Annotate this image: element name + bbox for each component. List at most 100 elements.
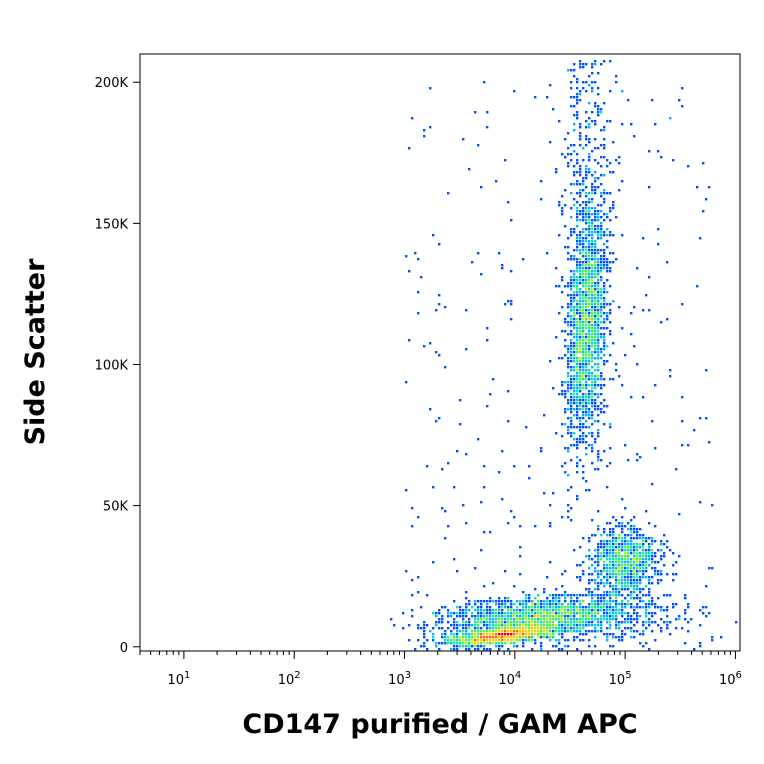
data-point: [594, 582, 597, 585]
data-point: [516, 612, 519, 615]
data-point: [600, 279, 603, 282]
data-point: [510, 639, 513, 642]
data-point: [537, 603, 540, 606]
data-point: [429, 342, 432, 345]
data-point: [603, 234, 606, 237]
data-point: [579, 243, 582, 246]
data-point: [585, 246, 588, 249]
data-point: [468, 168, 471, 171]
data-point: [585, 588, 588, 591]
data-point: [591, 225, 594, 228]
data-point: [612, 234, 615, 237]
data-point: [570, 357, 573, 360]
data-point: [621, 609, 624, 612]
data-point: [540, 624, 543, 627]
data-point: [522, 621, 525, 624]
data-point: [582, 339, 585, 342]
data-point: [594, 579, 597, 582]
data-point: [612, 585, 615, 588]
data-point: [609, 582, 612, 585]
data-point: [597, 414, 600, 417]
data-point: [630, 396, 633, 399]
data-point: [435, 309, 438, 312]
data-point: [699, 237, 702, 240]
data-point: [621, 522, 624, 525]
data-point: [528, 465, 531, 468]
data-point: [441, 507, 444, 510]
data-point: [567, 372, 570, 375]
data-point: [618, 306, 621, 309]
data-point: [561, 384, 564, 387]
data-point: [438, 648, 441, 651]
data-point: [597, 510, 600, 513]
data-point: [591, 384, 594, 387]
data-point: [636, 528, 639, 531]
data-point: [600, 129, 603, 132]
data-point: [444, 510, 447, 513]
data-point: [594, 387, 597, 390]
data-point: [588, 213, 591, 216]
data-point: [573, 204, 576, 207]
data-point: [483, 630, 486, 633]
data-point: [408, 147, 411, 150]
data-point: [552, 600, 555, 603]
data-point: [570, 183, 573, 186]
data-point: [711, 639, 714, 642]
data-point: [582, 345, 585, 348]
data-point: [705, 417, 708, 420]
data-point: [591, 87, 594, 90]
data-point: [615, 81, 618, 84]
data-point: [630, 618, 633, 621]
data-point: [669, 549, 672, 552]
data-point: [645, 549, 648, 552]
data-point: [465, 453, 468, 456]
data-point: [591, 207, 594, 210]
data-point: [573, 630, 576, 633]
data-point: [432, 612, 435, 615]
x-axis: 101 102 103 104 105 106: [139, 651, 742, 688]
data-point: [585, 135, 588, 138]
data-point: [588, 345, 591, 348]
data-point: [435, 612, 438, 615]
data-point: [453, 642, 456, 645]
data-point: [666, 627, 669, 630]
data-point: [570, 96, 573, 99]
data-point: [627, 573, 630, 576]
data-point: [504, 615, 507, 618]
data-point: [639, 534, 642, 537]
data-point: [471, 630, 474, 633]
data-point: [555, 285, 558, 288]
data-point: [453, 639, 456, 642]
data-point: [597, 600, 600, 603]
data-point: [612, 342, 615, 345]
data-point: [420, 645, 423, 648]
data-point: [528, 594, 531, 597]
data-point: [453, 558, 456, 561]
data-point: [684, 609, 687, 612]
data-point: [621, 90, 624, 93]
x-tick-label: 105: [609, 670, 632, 688]
data-point: [639, 600, 642, 603]
data-point: [498, 609, 501, 612]
data-point: [492, 630, 495, 633]
data-point: [612, 612, 615, 615]
data-point: [444, 630, 447, 633]
data-point: [546, 600, 549, 603]
data-point: [621, 498, 624, 501]
data-point: [630, 615, 633, 618]
data-point: [585, 402, 588, 405]
data-point: [660, 543, 663, 546]
data-point: [633, 531, 636, 534]
data-point: [579, 627, 582, 630]
data-point: [579, 402, 582, 405]
data-point: [615, 555, 618, 558]
data-point: [543, 630, 546, 633]
data-point: [597, 270, 600, 273]
data-point: [567, 315, 570, 318]
data-point: [570, 87, 573, 90]
data-point: [573, 378, 576, 381]
data-point: [585, 630, 588, 633]
data-point: [459, 423, 462, 426]
data-point: [498, 648, 501, 651]
data-point: [600, 210, 603, 213]
